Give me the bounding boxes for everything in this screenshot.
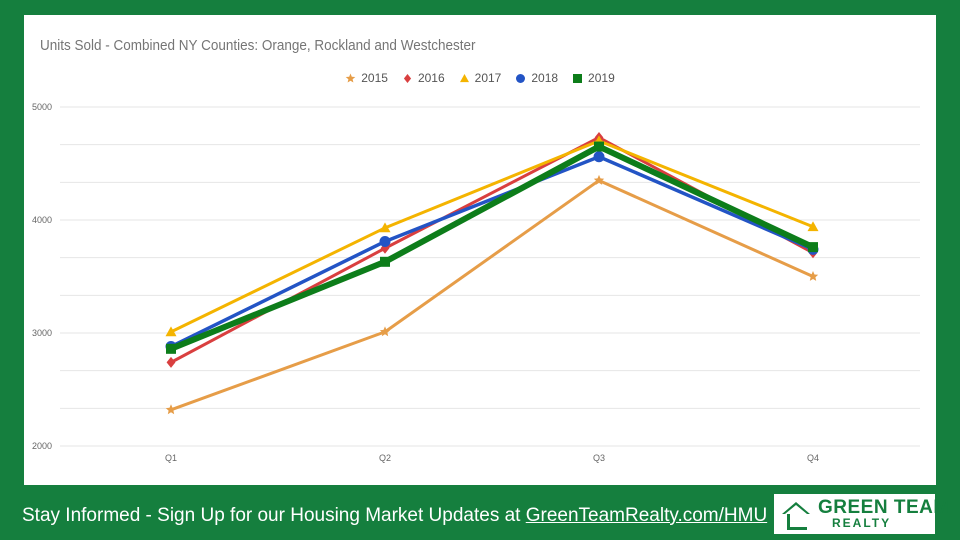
- data-point: [379, 222, 391, 233]
- data-point: [807, 221, 819, 232]
- chart-card: Units Sold - Combined NY Counties: Orang…: [24, 15, 936, 485]
- x-tick-label: Q2: [379, 453, 391, 463]
- data-point: [380, 242, 390, 254]
- legend-item-2018: 2018: [515, 71, 558, 85]
- legend-item-2015: 2015: [345, 71, 388, 85]
- legend-label: 2017: [474, 71, 502, 85]
- x-tick-label: Q1: [165, 453, 177, 463]
- footer-text: Stay Informed - Sign Up for our Housing …: [22, 505, 767, 527]
- data-point: [593, 151, 605, 163]
- logo-name: GREEN TEAM: [818, 497, 950, 518]
- chart-title: Units Sold - Combined NY Counties: Orang…: [40, 37, 476, 54]
- legend-label: 2018: [531, 71, 559, 85]
- legend-label: 2015: [361, 71, 388, 85]
- x-tick-label: Q3: [593, 453, 605, 463]
- series-line-2015: [170, 178, 814, 412]
- chart-legend: 2015 2016 2017 2018 2019: [24, 71, 936, 85]
- y-tick-label: 2000: [32, 441, 52, 451]
- data-point: [808, 242, 818, 253]
- footer-message: Stay Informed - Sign Up for our Housing …: [22, 505, 526, 526]
- data-point: [166, 343, 176, 354]
- house-icon: [782, 502, 810, 530]
- data-point: [165, 404, 177, 415]
- footer-link[interactable]: GreenTeamRealty.com/HMU: [525, 505, 768, 526]
- logo-subtitle: REALTY: [832, 516, 892, 530]
- legend-marker: [403, 73, 412, 83]
- legend-marker: [573, 73, 583, 83]
- legend-label: 2019: [588, 71, 615, 85]
- legend-marker: [459, 73, 469, 82]
- data-point: [166, 356, 176, 368]
- green-team-logo: GREEN TEAM REALTY: [774, 494, 949, 534]
- series-line-2018: [170, 154, 814, 349]
- y-tick-label: 4000: [32, 215, 52, 225]
- data-point: [807, 271, 819, 281]
- series-line-2019: [169, 143, 815, 352]
- series-line-2017: [170, 139, 814, 334]
- legend-item-2016: 2016: [402, 71, 445, 85]
- y-tick-label: 3000: [32, 328, 52, 338]
- legend-item-2017: 2017: [459, 71, 502, 85]
- series-line-2016: [170, 136, 814, 364]
- legend-item-2019: 2019: [572, 71, 615, 85]
- x-tick-label: Q4: [807, 453, 819, 463]
- legend-marker: [345, 73, 356, 82]
- data-point: [165, 326, 177, 337]
- data-point: [593, 174, 605, 185]
- data-point: [594, 141, 604, 152]
- data-point: [379, 235, 391, 247]
- data-point: [380, 256, 390, 267]
- y-tick-label: 5000: [32, 102, 52, 112]
- legend-marker: [516, 73, 526, 83]
- data-point: [379, 326, 391, 337]
- line-chart: 2000 3000 4000 5000 Q1 Q2 Q3 Q4: [32, 102, 920, 463]
- legend-label: 2016: [417, 71, 445, 85]
